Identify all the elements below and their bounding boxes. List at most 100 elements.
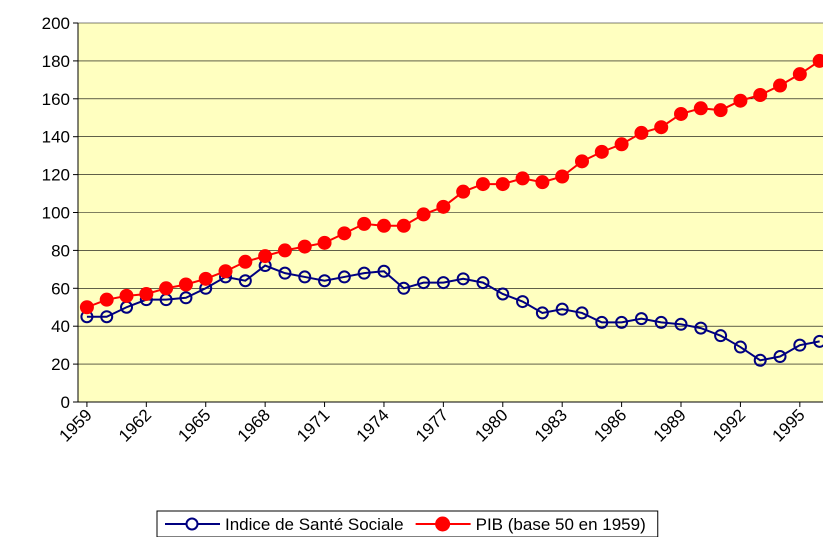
x-tick-label: 1977 [412, 405, 452, 445]
point [654, 315, 668, 329]
point [713, 103, 728, 118]
point [238, 254, 253, 269]
point [634, 125, 649, 140]
point [159, 281, 174, 296]
point [792, 67, 807, 82]
point [773, 350, 787, 364]
point [317, 235, 332, 250]
point [376, 218, 391, 233]
y-tick-label: 40 [51, 317, 70, 336]
point [278, 266, 292, 280]
point [218, 264, 233, 279]
legend-label: Indice de Santé Sociale [225, 515, 404, 534]
series-line [86, 264, 820, 362]
legend-marker [185, 517, 199, 531]
point [753, 88, 768, 103]
point [277, 243, 292, 258]
point [79, 300, 94, 315]
point [714, 329, 728, 343]
x-tick-label: 1968 [234, 405, 274, 445]
point [574, 154, 589, 169]
point [615, 315, 629, 329]
point [99, 292, 114, 307]
point [397, 281, 411, 295]
point [614, 137, 629, 152]
point [416, 207, 431, 222]
point [535, 306, 549, 320]
x-tick-label: 1989 [650, 405, 690, 445]
point [436, 276, 450, 290]
legend-marker [435, 516, 451, 532]
y-tick-label: 200 [42, 14, 70, 33]
y-tick-label: 0 [61, 393, 70, 412]
point [575, 306, 589, 320]
x-tick-label: 1980 [471, 405, 511, 445]
legend-label: PIB (base 50 en 1959) [476, 515, 646, 534]
point [674, 106, 689, 121]
y-tick-label: 20 [51, 355, 70, 374]
point [595, 315, 609, 329]
point [753, 353, 767, 367]
point [515, 171, 530, 186]
point [693, 101, 708, 116]
x-tick-label: 1965 [174, 405, 214, 445]
point [654, 120, 669, 135]
point [674, 317, 688, 331]
legend-box [156, 510, 659, 537]
point [337, 270, 351, 284]
point [535, 175, 550, 190]
point [396, 218, 411, 233]
point [516, 295, 530, 309]
point [456, 272, 470, 286]
y-tick-label: 180 [42, 52, 70, 71]
legend: Indice de Santé Sociale PIB (base 50 en 1… [156, 510, 659, 537]
point [733, 340, 747, 354]
x-tick-label: 1995 [768, 405, 808, 445]
y-tick-label: 100 [42, 204, 70, 223]
point [555, 302, 569, 316]
point [178, 277, 193, 292]
point [297, 239, 312, 254]
point [555, 169, 570, 184]
point [793, 338, 807, 352]
x-tick-label: 1971 [293, 405, 333, 445]
point [773, 78, 788, 93]
point [733, 93, 748, 108]
point [496, 287, 510, 301]
x-tick-label: 1962 [115, 405, 155, 445]
point [812, 53, 823, 68]
point [179, 291, 193, 305]
point [119, 288, 134, 303]
point [100, 310, 114, 324]
point [357, 216, 372, 231]
point [139, 286, 154, 301]
y-tick-label: 160 [42, 90, 70, 109]
point [198, 271, 213, 286]
point [238, 274, 252, 288]
point [436, 199, 451, 214]
x-tick-label: 1992 [709, 405, 749, 445]
point [495, 177, 510, 192]
point [357, 266, 371, 280]
point [337, 226, 352, 241]
point [475, 177, 490, 192]
x-tick-label: 1974 [353, 405, 393, 445]
point [318, 274, 332, 288]
x-tick-label: 1983 [531, 405, 571, 445]
y-tick-label: 140 [42, 128, 70, 147]
y-tick-label: 80 [51, 241, 70, 260]
x-tick-label: 1986 [590, 405, 630, 445]
point [694, 321, 708, 335]
point [476, 276, 490, 290]
point [594, 144, 609, 159]
point [298, 270, 312, 284]
point [417, 276, 431, 290]
point [377, 264, 391, 278]
y-tick-label: 60 [51, 279, 70, 298]
point [634, 312, 648, 326]
point [456, 184, 471, 199]
y-tick-label: 120 [42, 166, 70, 185]
point [258, 249, 273, 264]
point [813, 334, 823, 348]
